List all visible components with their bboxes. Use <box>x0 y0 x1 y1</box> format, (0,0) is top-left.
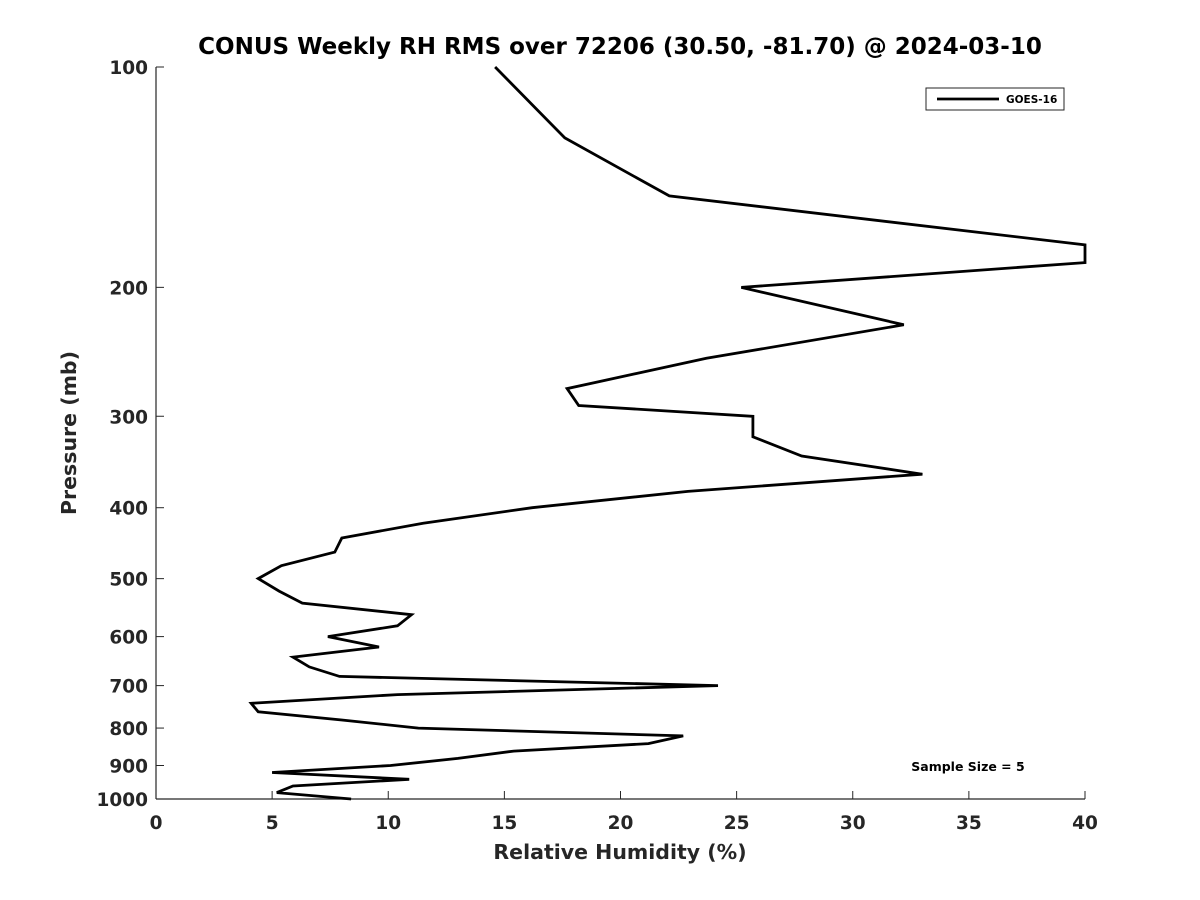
x-tick-label: 0 <box>150 813 163 834</box>
x-tick-label: 10 <box>375 813 401 834</box>
y-tick-label: 300 <box>109 407 148 428</box>
x-tick-label: 35 <box>956 813 982 834</box>
y-tick-label: 900 <box>109 757 148 778</box>
y-tick-label: 700 <box>109 677 148 698</box>
legend: GOES-16 <box>925 87 1065 111</box>
series-line-goes-16 <box>248 66 1087 801</box>
y-tick-label: 400 <box>109 499 148 520</box>
x-axis-label: Relative Humidity (%) <box>493 840 746 864</box>
y-tick-label: 800 <box>109 719 148 740</box>
series-layer <box>248 66 1087 801</box>
x-tick-label: 30 <box>840 813 866 834</box>
x-tick-label: 25 <box>724 813 750 834</box>
y-tick-label: 600 <box>109 628 148 649</box>
y-axis-label: Pressure (mb) <box>57 351 81 515</box>
sample-size-annotation: Sample Size = 5 <box>911 759 1024 774</box>
axes: 0 5 10 15 20 25 30 35 40 100 200 300 400 500 600 700 800… <box>97 58 1098 834</box>
y-tick-label: 100 <box>109 58 148 79</box>
x-tick-label: 5 <box>266 813 279 834</box>
x-tick-label: 40 <box>1072 813 1098 834</box>
chart-title: CONUS Weekly RH RMS over 72206 (30.50, -… <box>198 34 1042 60</box>
legend-label: GOES-16 <box>1006 94 1057 106</box>
x-tick-label: 15 <box>492 813 518 834</box>
y-tick-label: 1000 <box>97 790 149 811</box>
x-tick-label: 20 <box>608 813 634 834</box>
y-tick-label: 200 <box>109 278 148 299</box>
plot-area <box>156 67 1085 799</box>
y-tick-label: 500 <box>109 570 148 591</box>
